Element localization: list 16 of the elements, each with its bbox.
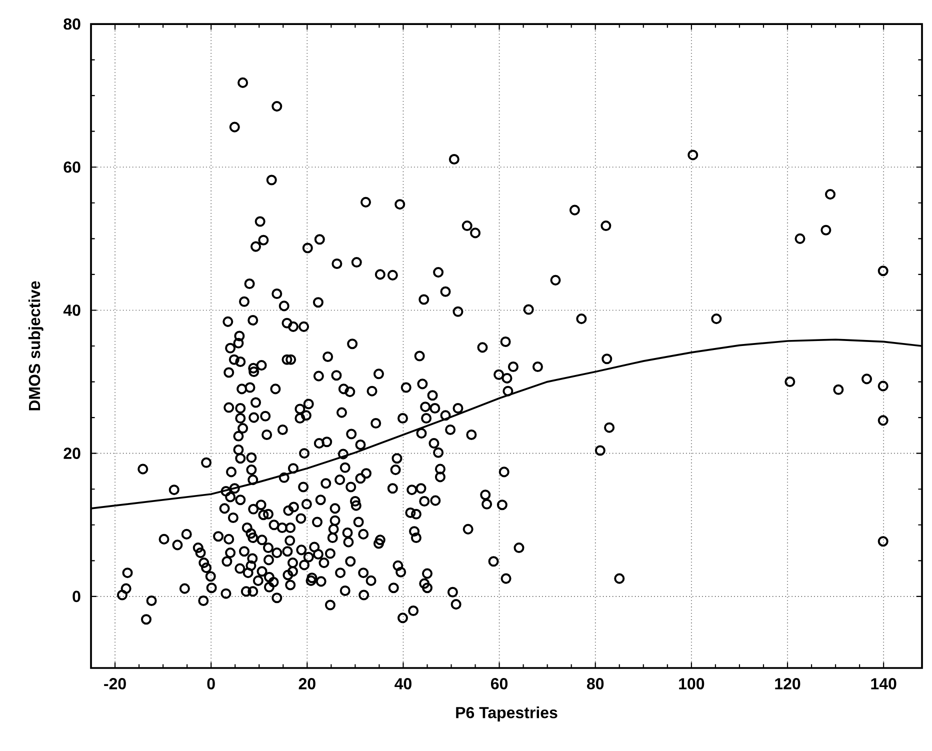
x-tick-label: 120 [775, 678, 800, 690]
x-tick-label: 140 [871, 678, 896, 690]
y-tick-label: 80 [64, 18, 80, 30]
y-tick-label: 20 [64, 448, 80, 459]
x-tick-label: 80 [586, 678, 604, 690]
x-axis-title: P6 Tapestries [456, 706, 558, 722]
y-axis-title: DMOS subjective [28, 281, 44, 410]
y-tick-label: 40 [63, 304, 80, 316]
x-tick-label: 60 [490, 678, 508, 690]
x-tick-label: -20 [104, 678, 126, 690]
x-tick-label: 40 [394, 678, 412, 690]
y-tick-label: 0 [72, 590, 80, 602]
x-tick-label: 0 [207, 678, 215, 690]
x-tick-label: 20 [298, 678, 316, 690]
y-tick-label: 60 [64, 161, 80, 173]
x-tick-label: 100 [679, 678, 704, 690]
